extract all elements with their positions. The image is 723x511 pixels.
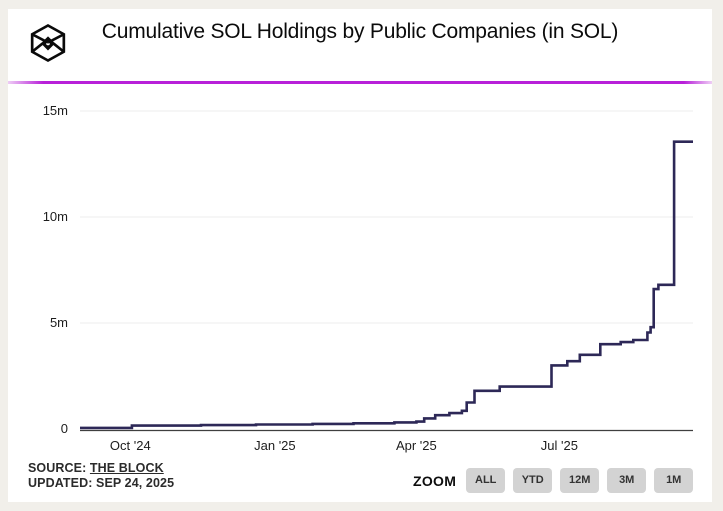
the-block-logo-icon bbox=[30, 23, 66, 63]
zoom-button-all[interactable]: ALL bbox=[466, 468, 506, 493]
x-tick-label: Oct '24 bbox=[109, 438, 151, 453]
source-label: SOURCE: bbox=[28, 461, 87, 475]
x-tick-label: Jul '25 bbox=[540, 438, 578, 453]
source-line: SOURCE: THE BLOCK bbox=[28, 461, 174, 476]
chart-card: Cumulative SOL Holdings by Public Compan… bbox=[8, 9, 712, 502]
y-tick-label: 5m bbox=[49, 315, 68, 330]
x-tick-label: Apr '25 bbox=[395, 438, 437, 453]
sol-holdings-step-chart bbox=[80, 110, 693, 432]
cumulative-sol-line bbox=[80, 140, 693, 430]
source-attribution: SOURCE: THE BLOCK UPDATED: SEP 24, 2025 bbox=[28, 461, 174, 491]
zoom-button-1m[interactable]: 1M bbox=[654, 468, 694, 493]
x-tick-label: Jan '25 bbox=[254, 438, 296, 453]
zoom-button-ytd[interactable]: YTD bbox=[513, 468, 553, 493]
source-link[interactable]: THE BLOCK bbox=[89, 461, 164, 475]
y-tick-label: 0 bbox=[60, 421, 68, 436]
y-tick-label: 15m bbox=[42, 103, 68, 118]
zoom-label: ZOOM bbox=[413, 472, 457, 489]
zoom-button-3m[interactable]: 3M bbox=[607, 468, 647, 493]
chart-area: 0 5m 10m 15m Oct '24 Jan '25 Apr '25 Jul '25 bbox=[8, 9, 712, 502]
zoom-controls: ZOOM ALL YTD 12M 3M 1M bbox=[413, 468, 694, 493]
header-divider bbox=[8, 81, 712, 84]
chart-title: Cumulative SOL Holdings by Public Compan… bbox=[101, 20, 619, 43]
updated-line: UPDATED: SEP 24, 2025 bbox=[28, 476, 175, 490]
zoom-button-12m[interactable]: 12M bbox=[560, 468, 600, 493]
y-tick-label: 10m bbox=[42, 209, 68, 224]
